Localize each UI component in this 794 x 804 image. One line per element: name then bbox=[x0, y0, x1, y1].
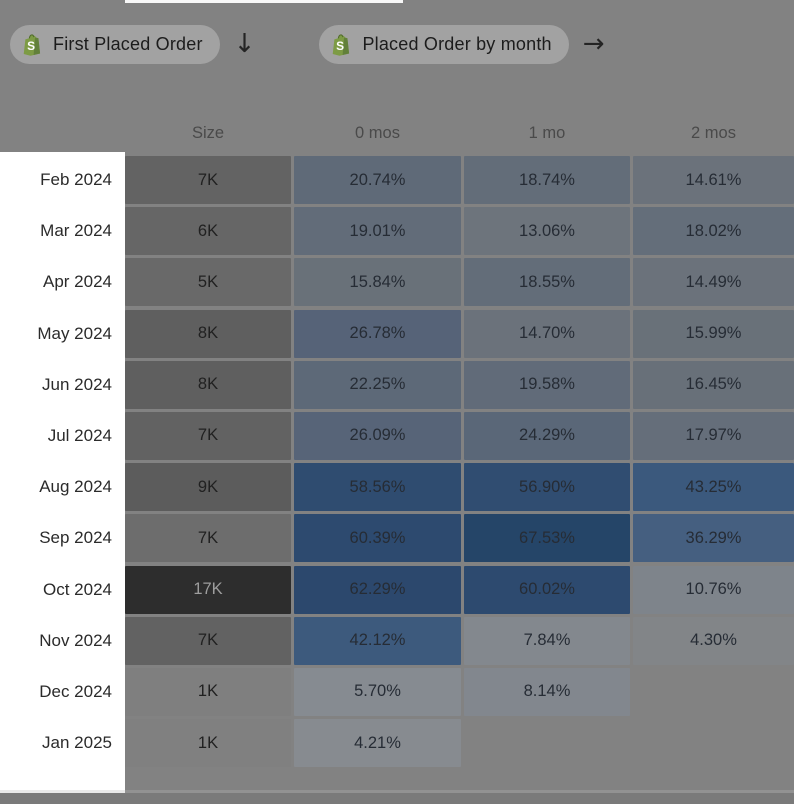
cohort-cell[interactable]: 67.53% bbox=[464, 514, 630, 563]
row-label: Nov 2024 bbox=[39, 630, 112, 650]
table-row: 9K 58.56% 56.90% 43.25% bbox=[125, 463, 794, 512]
row-label: Apr 2024 bbox=[43, 272, 112, 292]
bottom-divider-highlight bbox=[0, 790, 125, 793]
arrow-down-icon[interactable]: ↓ bbox=[233, 29, 256, 59]
size-cell[interactable]: 1K bbox=[125, 719, 291, 768]
cohort-cell[interactable]: 19.01% bbox=[294, 207, 461, 256]
cohort-cell[interactable]: 60.02% bbox=[464, 565, 630, 614]
cohort-cell[interactable]: 19.58% bbox=[464, 360, 630, 409]
cohort-cell[interactable]: 15.99% bbox=[633, 309, 794, 358]
cohort-cell bbox=[464, 719, 630, 767]
table-row: 7K 42.12% 7.84% 4.30% bbox=[125, 616, 794, 665]
table-row: 5K 15.84% 18.55% 14.49% bbox=[125, 258, 794, 307]
cohort-cell[interactable]: 4.21% bbox=[294, 719, 461, 768]
cohort-cell[interactable]: 60.39% bbox=[294, 514, 461, 563]
bottom-divider bbox=[0, 790, 794, 793]
arrow-right-icon[interactable]: → bbox=[582, 29, 605, 59]
cohort-cell[interactable]: 14.49% bbox=[633, 258, 794, 307]
row-label: Jan 2025 bbox=[42, 733, 112, 753]
cohort-cell[interactable]: 18.55% bbox=[464, 258, 630, 307]
size-cell[interactable]: 17K bbox=[125, 565, 291, 614]
toolbar: S First Placed Order ↓ S Placed Order by… bbox=[10, 24, 605, 64]
cohort-cell bbox=[633, 668, 794, 716]
cohort-cell[interactable]: 14.70% bbox=[464, 309, 630, 358]
cohort-cell[interactable]: 7.84% bbox=[464, 616, 630, 665]
row-label: Mar 2024 bbox=[40, 221, 112, 241]
table-row: 1K 4.21% bbox=[125, 719, 794, 768]
cohort-cell[interactable]: 62.29% bbox=[294, 565, 461, 614]
table-row: 1K 5.70% 8.14% bbox=[125, 667, 794, 716]
row-label: Sep 2024 bbox=[39, 528, 112, 548]
cohort-cell[interactable]: 16.45% bbox=[633, 360, 794, 409]
row-label: Dec 2024 bbox=[39, 681, 112, 701]
row-label: Jul 2024 bbox=[47, 425, 112, 445]
size-cell[interactable]: 1K bbox=[125, 667, 291, 716]
row-label: Aug 2024 bbox=[39, 477, 112, 497]
size-cell[interactable]: 8K bbox=[125, 309, 291, 358]
column-header-2mos: 2 mos bbox=[691, 124, 736, 142]
table-row: 8K 26.78% 14.70% 15.99% bbox=[125, 309, 794, 358]
cohort-cell[interactable]: 26.09% bbox=[294, 411, 461, 460]
size-cell[interactable]: 8K bbox=[125, 360, 291, 409]
bottom-bar bbox=[0, 793, 794, 804]
size-cell[interactable]: 7K bbox=[125, 411, 291, 460]
cohort-cell[interactable]: 24.29% bbox=[464, 411, 630, 460]
event-pill-placed-order-by-month[interactable]: S Placed Order by month bbox=[319, 24, 569, 64]
cohort-cell[interactable]: 17.97% bbox=[633, 411, 794, 460]
size-cell[interactable]: 6K bbox=[125, 207, 291, 256]
row-label: Jun 2024 bbox=[42, 374, 112, 394]
table-row: 17K 62.29% 60.02% 10.76% bbox=[125, 565, 794, 614]
top-edge-highlight bbox=[125, 0, 403, 3]
cohort-cell[interactable]: 13.06% bbox=[464, 207, 630, 256]
cohort-cell[interactable]: 14.61% bbox=[633, 156, 794, 204]
size-cell[interactable]: 7K bbox=[125, 616, 291, 665]
cohort-cell[interactable]: 43.25% bbox=[633, 463, 794, 512]
column-header-0mos: 0 mos bbox=[355, 124, 400, 142]
table-row: 7K 26.09% 24.29% 17.97% bbox=[125, 411, 794, 460]
svg-text:S: S bbox=[337, 39, 345, 53]
table-row: 6K 19.01% 13.06% 18.02% bbox=[125, 207, 794, 256]
column-header-size: Size bbox=[191, 124, 225, 142]
cohort-cell[interactable]: 36.29% bbox=[633, 514, 794, 563]
event-pill-first-placed-order[interactable]: S First Placed Order bbox=[10, 24, 220, 64]
shopify-bag-icon: S bbox=[333, 33, 350, 56]
cohort-cell[interactable]: 15.84% bbox=[294, 258, 461, 307]
svg-text:S: S bbox=[27, 39, 35, 53]
cohort-cell[interactable]: 56.90% bbox=[464, 463, 630, 512]
table-row: 7K 20.74% 18.74% 14.61% bbox=[125, 156, 794, 204]
cohort-cell[interactable]: 4.30% bbox=[633, 616, 794, 665]
row-labels-column: Feb 2024 Mar 2024 Apr 2024 May 2024 Jun 2024… bbox=[0, 152, 125, 790]
cohort-cell[interactable]: 18.74% bbox=[464, 156, 630, 204]
cohort-cell bbox=[633, 719, 794, 767]
table-row: 7K 60.39% 67.53% 36.29% bbox=[125, 514, 794, 563]
cohort-cell[interactable]: 42.12% bbox=[294, 616, 461, 665]
cohort-grid: 7K 20.74% 18.74% 14.61% 6K 19.01% 13.06% 18.02%… bbox=[125, 156, 794, 770]
shopify-bag-icon: S bbox=[23, 33, 41, 56]
cohort-cell[interactable]: 10.76% bbox=[633, 565, 794, 614]
size-cell[interactable]: 9K bbox=[125, 463, 291, 512]
column-header-1mo: 1 mo bbox=[528, 124, 566, 142]
table-row: 8K 22.25% 19.58% 16.45% bbox=[125, 360, 794, 409]
cohort-cell[interactable]: 22.25% bbox=[294, 360, 461, 409]
row-label: Oct 2024 bbox=[43, 579, 112, 599]
row-label: Feb 2024 bbox=[40, 170, 112, 189]
cohort-cell[interactable]: 58.56% bbox=[294, 463, 461, 512]
cohort-cell[interactable]: 5.70% bbox=[294, 667, 461, 716]
size-cell[interactable]: 5K bbox=[125, 258, 291, 307]
pill-label: First Placed Order bbox=[53, 33, 203, 54]
cohort-cell[interactable]: 18.02% bbox=[633, 207, 794, 256]
cohort-cell[interactable]: 20.74% bbox=[294, 156, 461, 204]
cohort-cell[interactable]: 26.78% bbox=[294, 309, 461, 358]
pill-label: Placed Order by month bbox=[362, 33, 552, 54]
row-label: May 2024 bbox=[37, 323, 112, 343]
column-headers: Size 0 mos 1 mo 2 mos bbox=[125, 124, 794, 143]
size-cell[interactable]: 7K bbox=[125, 514, 291, 563]
cohort-cell[interactable]: 8.14% bbox=[464, 667, 630, 716]
size-cell[interactable]: 7K bbox=[125, 156, 291, 204]
